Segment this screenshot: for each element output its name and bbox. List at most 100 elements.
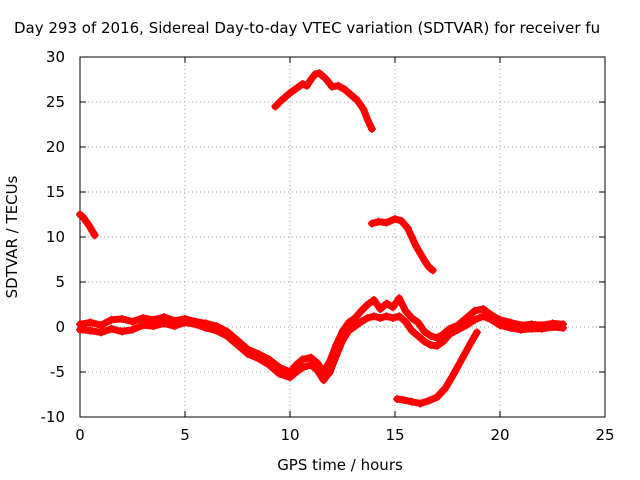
x-tick-label: 10: [280, 426, 299, 444]
data-point: [462, 314, 471, 322]
data-point: [496, 321, 504, 330]
data-point: [315, 69, 324, 78]
data-point: [107, 315, 116, 324]
data-point: [470, 306, 479, 315]
data-point: [328, 82, 336, 91]
grid: [80, 57, 605, 417]
data-series: [76, 69, 567, 408]
data-point: [548, 323, 557, 331]
data-point: [426, 332, 435, 340]
data-point: [367, 125, 376, 133]
series-trace: [76, 312, 567, 384]
data-point: [391, 215, 399, 223]
data-point: [416, 399, 425, 408]
data-point: [302, 81, 311, 90]
data-point: [445, 330, 454, 339]
x-tick-label: 0: [75, 426, 85, 444]
data-point: [374, 217, 383, 226]
data-point: [292, 360, 301, 369]
y-tick-label: -5: [50, 363, 65, 381]
data-point: [401, 306, 410, 315]
data-point: [139, 314, 147, 322]
data-point: [466, 339, 475, 348]
data-point: [454, 325, 462, 334]
y-tick-label: 0: [55, 318, 65, 336]
data-point: [160, 319, 168, 328]
x-tick-label: 20: [490, 426, 509, 444]
data-point: [277, 96, 286, 105]
series-band-upper: [76, 294, 567, 376]
y-tick-label: 10: [46, 228, 65, 246]
data-point: [271, 102, 280, 111]
data-point: [441, 384, 450, 393]
data-point: [462, 321, 471, 330]
data-point: [292, 368, 301, 376]
data-point: [97, 328, 105, 337]
y-axis-label: SDTVAR / TECUs: [3, 175, 21, 298]
data-point: [382, 312, 391, 321]
data-point: [479, 312, 488, 321]
data-point: [359, 105, 368, 114]
data-point: [307, 353, 315, 362]
data-point: [414, 332, 423, 340]
tick-labels: 0 5 10 15 20 25 -10 -5 0 5 10 15 20 25 30: [41, 48, 615, 444]
data-point: [338, 336, 347, 345]
data-point: [128, 325, 137, 334]
data-point: [181, 318, 189, 327]
plot-frame: [79, 56, 606, 418]
data-point: [470, 315, 479, 324]
data-point: [170, 322, 179, 331]
data-point: [395, 312, 404, 321]
data-point: [307, 360, 315, 369]
y-tick-label: 30: [46, 48, 65, 66]
data-point: [233, 341, 242, 349]
data-point: [407, 397, 416, 406]
data-point: [487, 315, 496, 324]
data-point: [321, 74, 330, 83]
data-point: [420, 337, 429, 346]
data-point: [439, 337, 448, 346]
chart-title: Day 293 of 2016, Sidereal Day-to-day VTE…: [14, 19, 600, 37]
data-point: [298, 80, 307, 88]
data-point: [397, 216, 406, 225]
data-point: [307, 75, 315, 84]
data-point: [76, 325, 84, 334]
data-point: [313, 366, 322, 375]
data-point: [286, 89, 294, 97]
data-point: [420, 327, 429, 336]
data-point: [286, 373, 294, 382]
y-tick-label: 5: [55, 273, 65, 291]
data-point: [212, 326, 221, 335]
data-point: [370, 296, 378, 304]
data-point: [424, 396, 433, 405]
data-point: [420, 256, 429, 265]
data-point: [298, 363, 307, 372]
series-trace: [76, 294, 567, 376]
data-point: [139, 321, 147, 330]
data-point: [353, 96, 362, 105]
data-point: [357, 317, 366, 326]
data-point: [357, 306, 366, 315]
data-point: [86, 326, 95, 335]
data-point: [292, 84, 301, 93]
data-point: [254, 354, 263, 363]
data-point: [426, 341, 435, 349]
data-point: [332, 351, 341, 360]
data-point: [388, 303, 397, 312]
data-point: [538, 324, 546, 333]
data-point: [85, 222, 94, 231]
data-point: [376, 314, 385, 322]
data-point: [388, 314, 397, 322]
data-point: [506, 323, 515, 332]
data-point: [202, 323, 210, 332]
data-point: [79, 213, 88, 222]
x-axis-label: GPS time / hours: [277, 456, 403, 474]
data-point: [319, 376, 328, 385]
data-point: [118, 314, 126, 323]
data-point: [344, 318, 353, 327]
y-tick-label: 20: [46, 138, 65, 156]
data-point: [344, 326, 353, 335]
data-point: [367, 219, 376, 228]
data-point: [403, 224, 412, 232]
